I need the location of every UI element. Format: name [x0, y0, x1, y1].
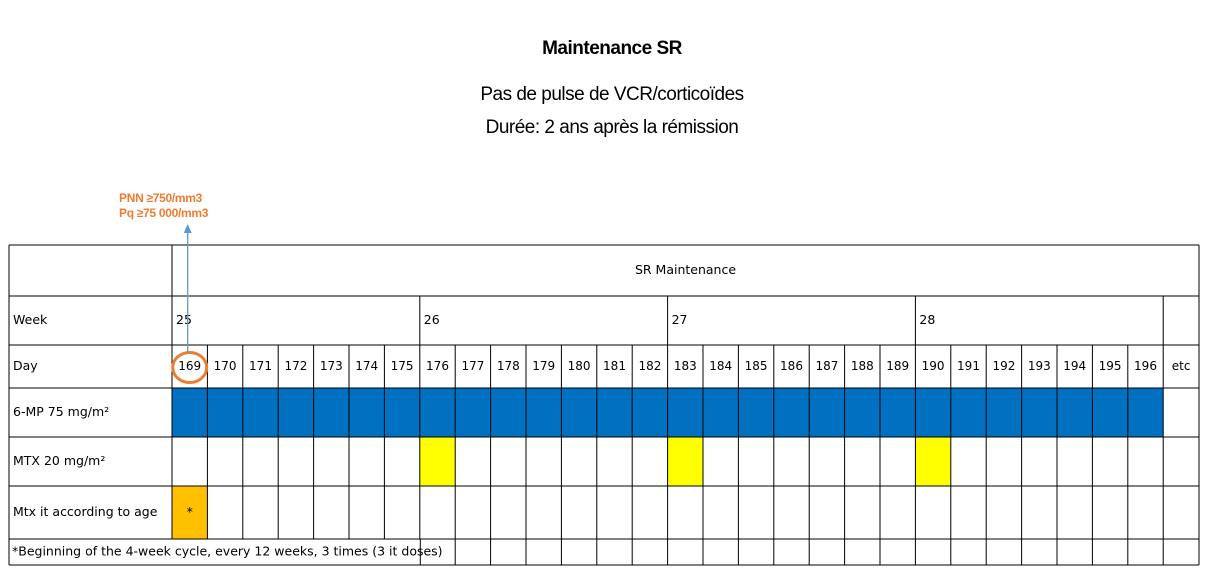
- day-number: 195: [1099, 359, 1122, 373]
- arrow-head: [183, 224, 192, 233]
- day-number: 194: [1063, 359, 1086, 373]
- day-number: 184: [709, 359, 732, 373]
- day-number: 180: [568, 359, 591, 373]
- day-number: 192: [992, 359, 1015, 373]
- annotations: [171, 224, 209, 384]
- page-title: Maintenance SR: [542, 38, 682, 59]
- week-number: 26: [424, 312, 440, 327]
- mtx-it-dose-cell: [172, 486, 208, 539]
- day-number: 176: [426, 359, 449, 373]
- day-etc: etc: [1172, 359, 1191, 373]
- day-number: 182: [638, 359, 661, 373]
- day-number: 177: [461, 359, 484, 373]
- table-header: SR Maintenance: [635, 262, 736, 277]
- row-label-week: Week: [13, 312, 48, 327]
- table-text: SR Maintenance Week Day 6-MP 75 mg/m² MTX 20…: [12, 262, 1190, 559]
- mtx-dose-cell: [419, 437, 456, 486]
- mtx-dose-cell: [667, 437, 703, 486]
- grid-lines: [8, 244, 1200, 566]
- condition-platelets: Pq ≥75 000/mm3: [119, 206, 209, 220]
- day-number: 171: [249, 359, 272, 373]
- day-number: 189: [886, 359, 909, 373]
- day-number: 188: [851, 359, 874, 373]
- day-number: 190: [922, 359, 945, 373]
- day-number: 183: [674, 359, 697, 373]
- day-number: 191: [957, 359, 980, 373]
- subtitle-line-2: Durée: 2 ans après la rémission: [485, 117, 739, 138]
- day-number: 173: [320, 359, 343, 373]
- day-number: 175: [391, 359, 414, 373]
- week-number: 28: [919, 312, 935, 327]
- day-highlight-circle: [171, 351, 209, 384]
- condition-neutrophils: PNN ≥750/mm3: [119, 191, 203, 205]
- day-number: 169: [178, 359, 201, 373]
- day-number: 172: [284, 359, 307, 373]
- day-number: 186: [780, 359, 803, 373]
- mtx-it-marker: *: [187, 504, 193, 519]
- day-number: 179: [532, 359, 555, 373]
- row-label-6mp: 6-MP 75 mg/m²: [13, 404, 109, 419]
- row-label-mtx: MTX 20 mg/m²: [13, 453, 105, 468]
- subtitle-line-1: Pas de pulse de VCR/corticoïdes: [480, 84, 744, 105]
- week-number: 27: [672, 312, 688, 327]
- day-number: 174: [355, 359, 378, 373]
- day-number: 181: [603, 359, 626, 373]
- day-number: 178: [497, 359, 520, 373]
- day-number: 196: [1134, 359, 1157, 373]
- day-number: 193: [1028, 359, 1051, 373]
- footnote: *Beginning of the 4-week cycle, every 12…: [12, 544, 443, 559]
- week-number: 25: [176, 312, 192, 327]
- row-label-mtx-it: Mtx it according to age: [13, 504, 158, 519]
- day-number: 187: [815, 359, 838, 373]
- mtx-dose-cell: [915, 437, 951, 486]
- row-label-day: Day: [13, 358, 38, 373]
- day-number: 185: [745, 359, 768, 373]
- day-number: 170: [214, 359, 237, 373]
